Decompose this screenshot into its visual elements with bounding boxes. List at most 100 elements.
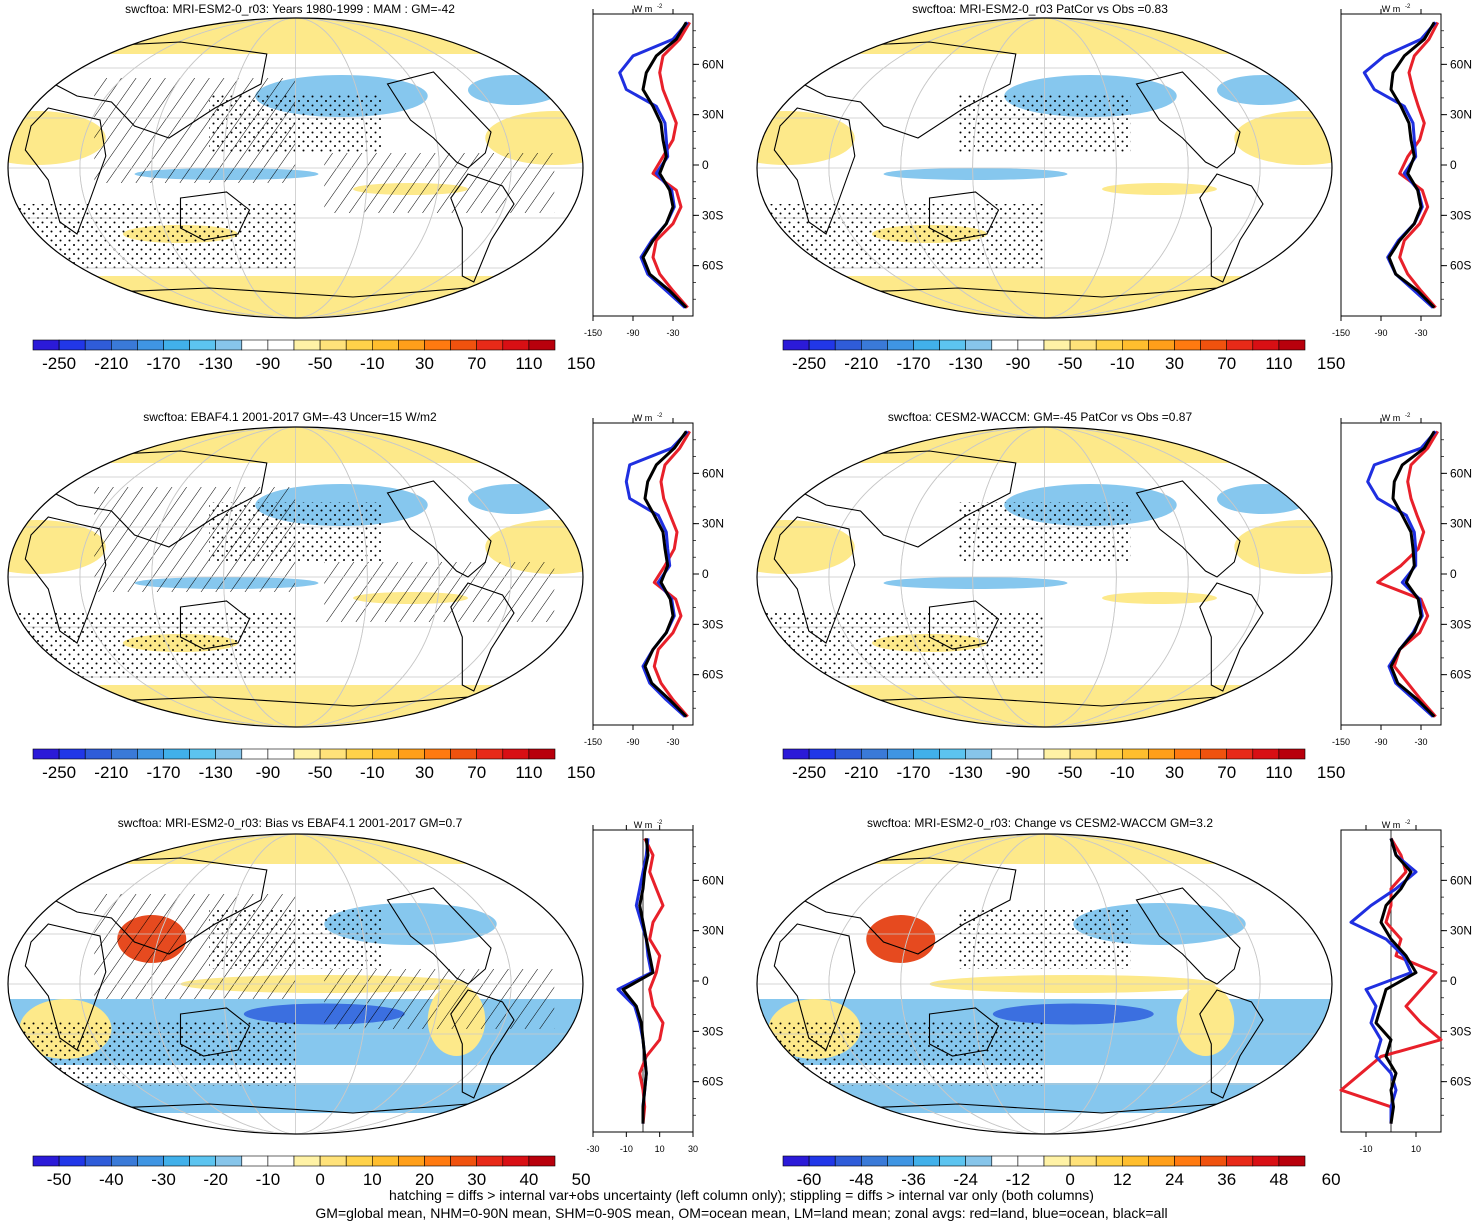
continent-outline xyxy=(41,41,268,139)
colorbar-swatch xyxy=(84,339,112,351)
colorbar-swatch xyxy=(450,748,478,760)
panel-title-1: swcftoa: MRI-ESM2-0_r03 PatCor vs Obs =0… xyxy=(912,2,1168,16)
colorbar-swatch xyxy=(424,748,451,760)
longitude-line xyxy=(972,18,1117,318)
stipple-region xyxy=(8,613,296,679)
colorbar-swatch xyxy=(241,339,269,351)
colorbar-tick-label: -90 xyxy=(1006,354,1031,373)
colorbar-swatch xyxy=(1095,339,1123,351)
colorbar-tick-label: -60 xyxy=(797,1170,822,1189)
lat-tick-label: 30S xyxy=(1450,208,1471,222)
colorbar-swatch xyxy=(1226,1155,1254,1167)
colorbar-tick-label: 40 xyxy=(519,1170,538,1189)
longitude-line xyxy=(223,427,368,727)
hatch-region xyxy=(94,894,296,999)
continent-outline xyxy=(24,923,107,1051)
colorbar-swatch xyxy=(293,1155,321,1167)
panel-title-4: swcftoa: MRI-ESM2-0_r03: Bias vs EBAF4.1… xyxy=(117,816,463,830)
south-america-blob xyxy=(1176,984,1235,1056)
zonal-series-all xyxy=(1389,430,1436,718)
map-panel-0 xyxy=(7,17,584,319)
zonal-panel-5: W m -2 60N 30N 0 30S 60S -10 10 xyxy=(1339,820,1472,1154)
zonal-x-tick-label: -30 xyxy=(666,737,679,747)
continent-outline xyxy=(24,107,107,235)
zonal-series-all xyxy=(1387,21,1436,309)
colorbar-tick-label: -250 xyxy=(792,354,826,373)
continent-outline xyxy=(928,191,1000,241)
zonal-unit-label: W m xyxy=(1382,820,1401,830)
zonal-unit-exponent: -2 xyxy=(657,4,663,10)
continent-outline xyxy=(773,107,856,235)
continent-outline xyxy=(179,191,251,241)
colorbar-tick-label: 30 xyxy=(415,354,434,373)
colorbar-swatch xyxy=(502,748,530,760)
west-band xyxy=(757,520,855,574)
map-panel-5 xyxy=(756,833,1333,1135)
colorbar-tick-label: 10 xyxy=(363,1170,382,1189)
longitude-line xyxy=(151,834,440,1134)
zonal-unit-label: W m xyxy=(634,4,653,14)
colorbar-swatch xyxy=(1148,1155,1175,1167)
colorbar-tick-label: 0 xyxy=(1065,1170,1074,1189)
colorbar-swatch xyxy=(939,1155,966,1167)
colorbar-tick-label: 12 xyxy=(1113,1170,1132,1189)
colorbar-swatch xyxy=(1122,339,1149,351)
continent-outline xyxy=(386,887,492,985)
zonal-frame xyxy=(1340,13,1442,317)
continent-outline xyxy=(928,600,1000,650)
colorbar-swatch xyxy=(319,748,347,760)
lat-tick-label: 0 xyxy=(1450,974,1457,988)
west-band xyxy=(757,111,855,165)
colorbar-swatch xyxy=(1043,1155,1071,1167)
zonal-x-tick-label: -10 xyxy=(1359,1144,1372,1154)
east-band xyxy=(485,111,583,165)
lat-tick-label: 30S xyxy=(702,617,723,631)
colorbar-swatch xyxy=(528,339,556,351)
colorbar-swatch xyxy=(1069,748,1097,760)
longitude-line xyxy=(900,18,1189,318)
colorbar-swatch xyxy=(424,1155,451,1167)
lat-tick-label: 0 xyxy=(702,567,709,581)
colorbar-tick-label: 110 xyxy=(1265,763,1292,782)
colorbar-swatch xyxy=(32,339,60,351)
continent-outline xyxy=(790,41,1017,139)
zonal-unit-exponent: -2 xyxy=(1405,413,1411,419)
longitude-line xyxy=(900,427,1189,727)
zonal-x-tick-label: 10 xyxy=(1411,1144,1421,1154)
colorbar-swatch xyxy=(1278,1155,1306,1167)
lat-tick-label: 60N xyxy=(702,466,724,480)
continent-outline xyxy=(928,1007,1000,1057)
footer-line-2: GM=global mean, NHM=0-90N mean, SHM=0-90… xyxy=(315,1205,1168,1221)
continent-outline xyxy=(386,480,492,578)
colorbar-swatch xyxy=(319,339,347,351)
east-band xyxy=(1234,111,1332,165)
colorbar-swatch xyxy=(965,748,993,760)
continent-outline xyxy=(1135,71,1241,169)
stipple-region xyxy=(757,1020,1045,1086)
lat-tick-label: 60N xyxy=(1450,873,1472,887)
lat-tick-label: 30N xyxy=(702,517,724,531)
colorbar-swatch xyxy=(371,748,399,760)
stipple-region xyxy=(8,204,296,270)
colorbar-swatch xyxy=(345,339,373,351)
north-atlantic-blob xyxy=(468,484,560,514)
zonal-unit-label: W m xyxy=(634,413,653,423)
longitude-line xyxy=(223,18,368,318)
colorbar-swatch xyxy=(267,1155,295,1167)
longitude-line xyxy=(972,427,1117,727)
colorbar-tick-label: -130 xyxy=(949,763,983,782)
colorbar-tick-label: -170 xyxy=(146,354,180,373)
longitude-line xyxy=(900,834,1189,1134)
lat-tick-label: 60S xyxy=(1450,259,1471,273)
colorbar-swatch xyxy=(528,748,556,760)
map-panel-2 xyxy=(7,426,584,728)
colorbar-swatch xyxy=(991,339,1019,351)
zonal-unit-label: W m xyxy=(1382,4,1401,14)
panel-title-0: swcftoa: MRI-ESM2-0_r03: Years 1980-1999… xyxy=(125,2,455,16)
colorbar-tick-label: -10 xyxy=(360,354,385,373)
colorbar-tick-label: -250 xyxy=(792,763,826,782)
lat-tick-label: 60S xyxy=(702,668,723,682)
north-atlantic-blob xyxy=(468,75,560,105)
zonal-unit-label: W m xyxy=(1382,413,1401,423)
colorbar-swatch xyxy=(163,748,190,760)
